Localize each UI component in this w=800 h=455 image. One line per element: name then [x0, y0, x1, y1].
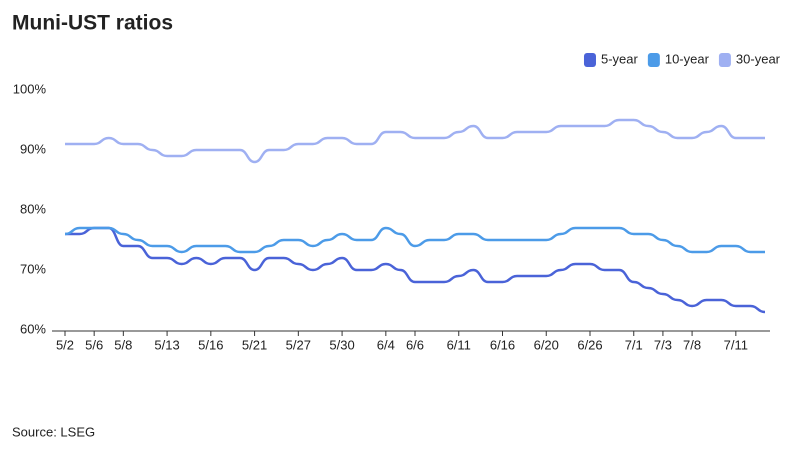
- legend-swatch: [718, 53, 731, 67]
- x-tick-label: 5/27: [286, 337, 311, 352]
- y-tick-label: 60%: [20, 321, 46, 336]
- y-tick-label: 70%: [20, 261, 46, 276]
- line-series: [64, 226, 765, 254]
- line-series: [65, 226, 766, 314]
- x-tick-label: 5/2: [56, 337, 74, 352]
- y-tick-label: 100%: [13, 81, 47, 96]
- x-tick-label: 5/16: [198, 337, 223, 352]
- x-tick-label: 7/3: [654, 337, 672, 352]
- y-tick-label: 80%: [20, 201, 46, 216]
- x-tick-label: 6/20: [534, 337, 559, 352]
- x-tick-label: 6/4: [377, 337, 395, 352]
- x-tick-label: 6/26: [577, 337, 602, 352]
- x-tick-label: 7/1: [625, 337, 643, 352]
- source: Source: LSEG: [12, 424, 95, 439]
- x-tick-label: 5/6: [85, 337, 103, 352]
- legend-label: 30-year: [736, 51, 781, 66]
- line-series: [65, 118, 765, 164]
- x-tick-label: 6/6: [406, 337, 424, 352]
- x-tick-label: 5/30: [329, 337, 354, 352]
- y-tick-label: 90%: [20, 141, 46, 156]
- x-tick-label: 7/11: [724, 337, 748, 352]
- x-tick-label: 5/13: [154, 337, 179, 352]
- x-tick-label: 5/8: [114, 337, 132, 352]
- x-tick-label: 6/16: [490, 337, 515, 352]
- chart-title: Muni-UST ratios: [12, 12, 173, 35]
- legend-swatch: [583, 53, 596, 67]
- x-tick-label: 5/21: [242, 337, 267, 352]
- legend-label: 5-year: [601, 51, 639, 66]
- x-tick-label: 7/8: [683, 337, 701, 352]
- legend-swatch: [647, 53, 660, 67]
- legend-label: 10-year: [665, 51, 710, 66]
- x-tick-label: 6/11: [447, 337, 471, 352]
